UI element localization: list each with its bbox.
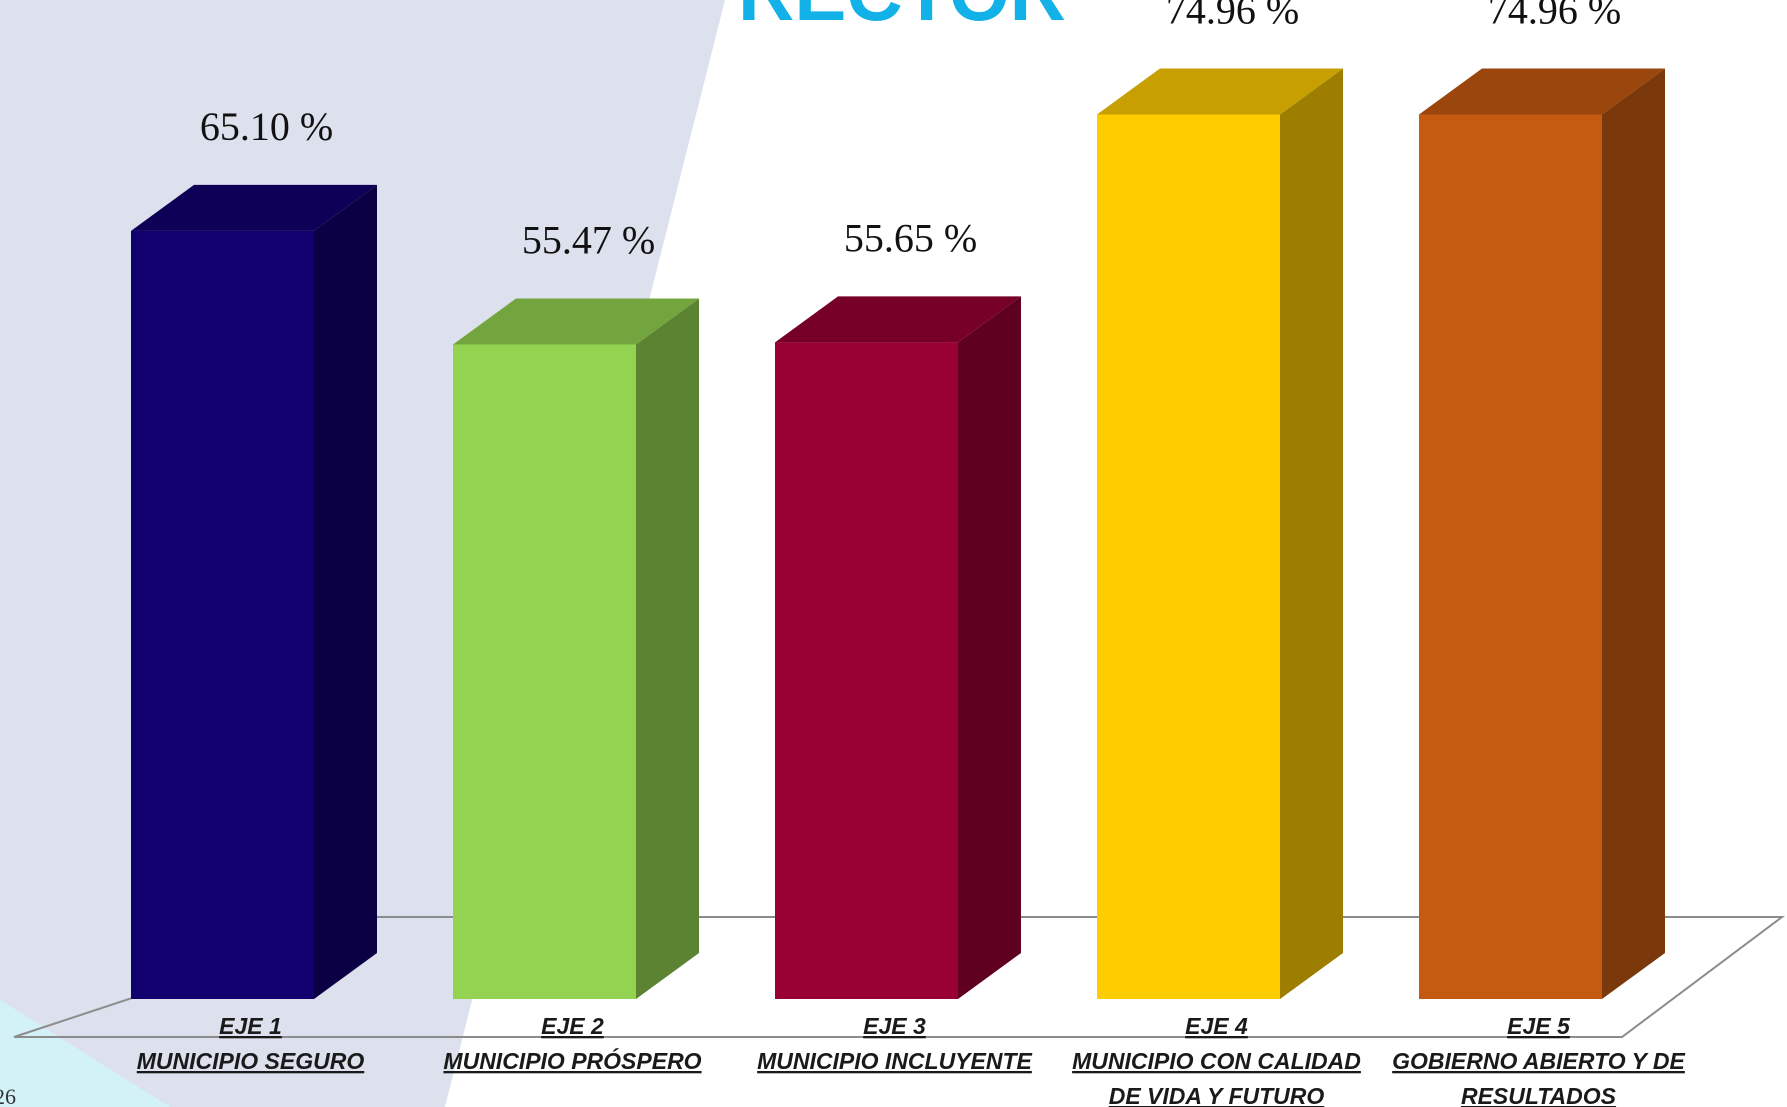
bar-top — [775, 296, 1021, 343]
category-label: EJE 4 — [1185, 1013, 1248, 1039]
value-label: 74.96 % — [1166, 0, 1299, 32]
bar-top — [453, 298, 699, 345]
category-label: MUNICIPIO CON CALIDAD — [1072, 1048, 1361, 1074]
bar-side — [636, 298, 699, 1000]
bar-side — [314, 184, 377, 999]
category-label: RESULTADOS — [1461, 1083, 1617, 1107]
bar — [131, 230, 314, 999]
bar-top — [131, 184, 377, 231]
bar — [1419, 114, 1602, 1000]
bar — [1097, 114, 1280, 1000]
category-label: MUNICIPIO INCLUYENTE — [757, 1048, 1032, 1074]
bar — [775, 342, 958, 1000]
value-label: 74.96 % — [1488, 0, 1621, 32]
bar — [453, 344, 636, 1000]
bar-side — [958, 296, 1021, 1000]
value-label: 55.65 % — [844, 215, 977, 260]
bar-top — [1097, 68, 1343, 115]
category-label: EJE 5 — [1507, 1013, 1571, 1039]
category-label: MUNICIPIO PRÓSPERO — [443, 1047, 701, 1074]
value-label: 65.10 % — [200, 104, 333, 149]
category-label: MUNICIPIO SEGURO — [137, 1048, 365, 1074]
chart-title: RECTOR — [738, 0, 1066, 37]
value-label: 55.47 % — [522, 217, 655, 262]
bar-side — [1602, 68, 1665, 1000]
bar-side — [1280, 68, 1343, 1000]
page-number: 26 — [0, 1084, 16, 1107]
category-label: DE VIDA Y FUTURO — [1109, 1083, 1325, 1107]
bar-top — [1419, 68, 1665, 115]
category-label: EJE 1 — [219, 1013, 282, 1039]
category-label: EJE 2 — [541, 1013, 604, 1039]
category-label: GOBIERNO ABIERTO Y DE — [1392, 1048, 1685, 1074]
category-label: EJE 3 — [863, 1013, 926, 1039]
